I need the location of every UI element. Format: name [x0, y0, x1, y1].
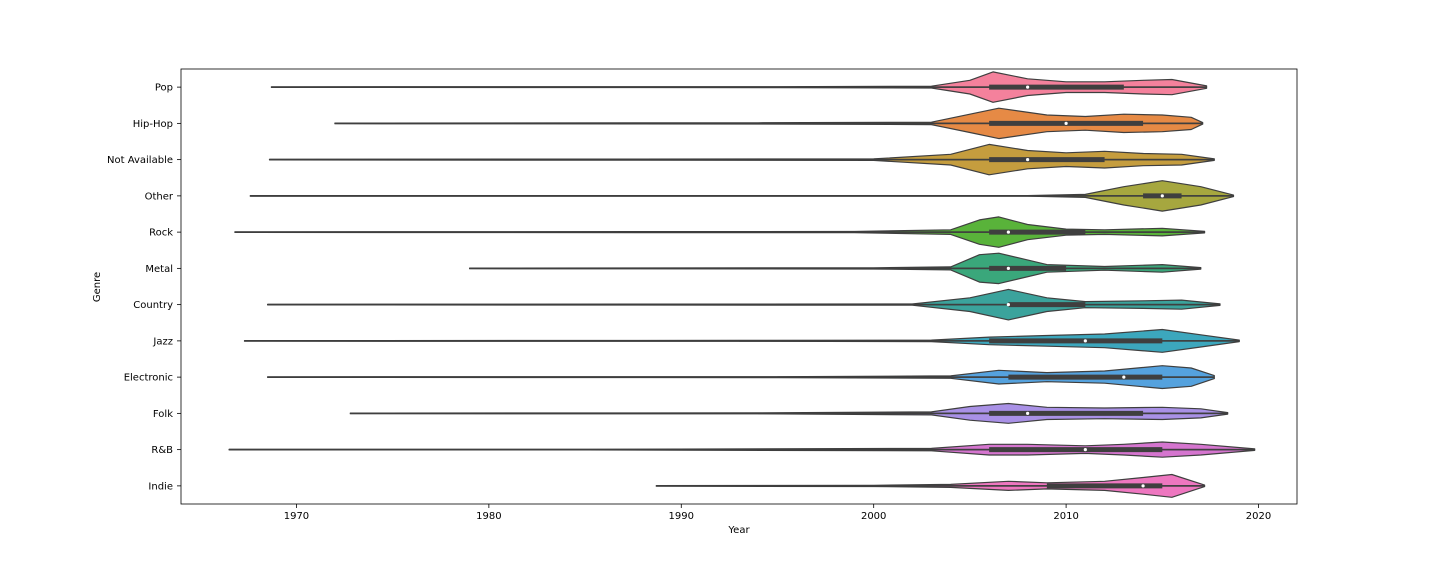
median-point — [1160, 194, 1164, 198]
x-axis-label: Year — [727, 525, 750, 536]
iqr-box — [989, 84, 1124, 90]
median-point — [1006, 303, 1010, 307]
x-axis: 1970 1980 1990 2000 2010 2020 — [284, 504, 1271, 522]
median-point — [1006, 266, 1010, 270]
iqr-box — [1008, 374, 1163, 380]
median-point — [1122, 375, 1126, 379]
violin-group-8 — [267, 365, 1215, 390]
y-tick-label: Not Available — [107, 155, 173, 166]
median-point — [1026, 411, 1030, 415]
median-point — [1083, 339, 1087, 343]
iqr-box — [989, 157, 1105, 163]
y-tick-label: Other — [145, 191, 174, 202]
violin-group-0 — [270, 71, 1208, 103]
y-tick-label: Pop — [155, 83, 173, 94]
violin-group-6 — [267, 288, 1221, 321]
y-tick-label: Jazz — [152, 336, 173, 347]
y-tick-label: R&B — [151, 445, 173, 456]
violin-group-10 — [228, 441, 1256, 458]
x-tick-label: 1970 — [284, 511, 309, 522]
y-tick-label: Metal — [145, 264, 173, 275]
median-point — [1064, 121, 1068, 125]
y-tick-label: Folk — [153, 409, 173, 420]
median-point — [1006, 230, 1010, 234]
violin-group-11 — [655, 473, 1206, 498]
median-point — [1026, 85, 1030, 89]
x-tick-label: 2000 — [861, 511, 886, 522]
iqr-box — [989, 338, 1163, 344]
violin-group-1 — [334, 107, 1204, 140]
median-point — [1141, 484, 1145, 488]
x-tick-label: 2010 — [1053, 511, 1078, 522]
violins-layer — [228, 71, 1256, 498]
iqr-box — [1008, 302, 1086, 308]
violin-group-9 — [349, 402, 1229, 424]
iqr-box — [1046, 483, 1163, 489]
median-point — [1083, 448, 1087, 452]
plot-frame — [180, 68, 1298, 505]
y-tick-label: Indie — [148, 481, 173, 492]
violin-group-3 — [249, 180, 1235, 212]
x-tick-label: 1980 — [476, 511, 501, 522]
y-tick-label: Electronic — [124, 373, 173, 384]
y-tick-label: Hip-Hop — [133, 119, 173, 130]
x-tick-label: 1990 — [669, 511, 694, 522]
iqr-box — [989, 229, 1086, 235]
violin-group-7 — [243, 328, 1240, 353]
median-point — [1026, 158, 1030, 162]
y-axis: Pop Hip-Hop Not Available Other Rock Metal Cou… — [107, 83, 181, 492]
iqr-box — [989, 447, 1163, 453]
y-axis-label: Genre — [92, 272, 103, 302]
iqr-box — [989, 265, 1067, 271]
violin-group-5 — [469, 252, 1202, 285]
y-tick-label: Country — [133, 300, 173, 311]
violin-group-2 — [268, 143, 1215, 176]
iqr-box — [989, 410, 1144, 416]
x-tick-label: 2020 — [1246, 511, 1271, 522]
violin-group-4 — [234, 216, 1206, 248]
y-tick-label: Rock — [149, 228, 173, 239]
